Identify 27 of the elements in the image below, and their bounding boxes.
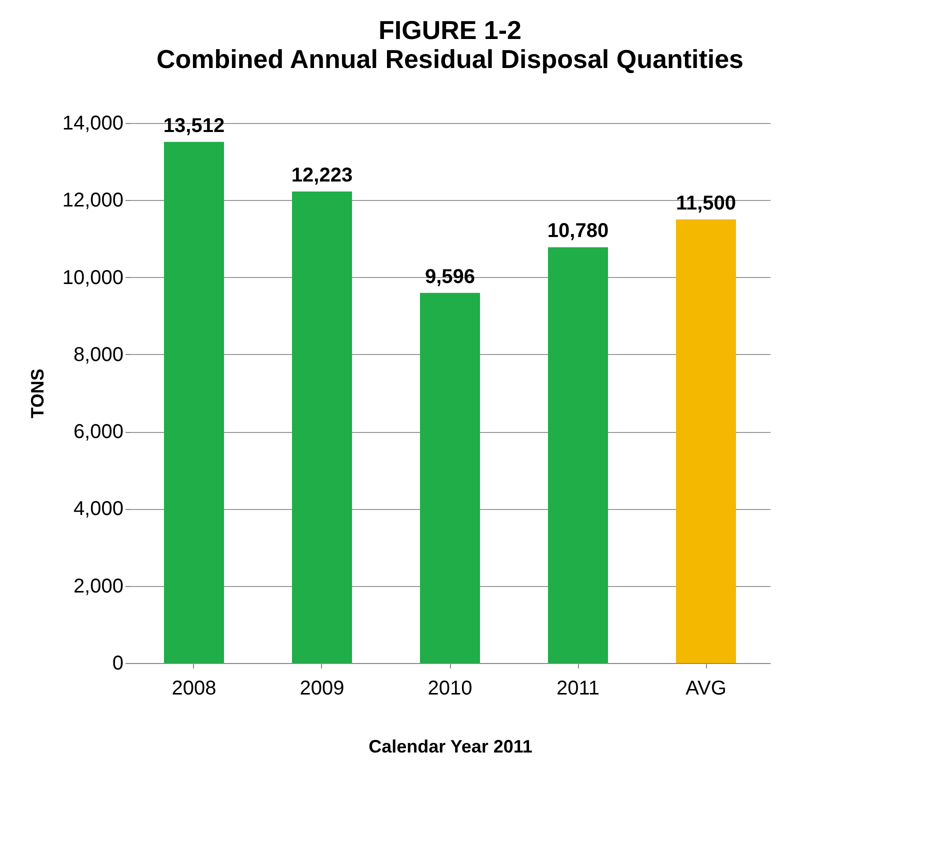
y-axis-title: TONS bbox=[27, 368, 48, 418]
y-tick-label: 0 bbox=[112, 652, 124, 674]
y-tick-label: 10,000 bbox=[62, 266, 124, 289]
data-label: 13,512 bbox=[163, 114, 225, 137]
chart-title: FIGURE 1-2 bbox=[378, 15, 522, 45]
chart-subtitle: Combined Annual Residual Disposal Quantities bbox=[156, 44, 744, 74]
data-label: 12,223 bbox=[291, 164, 353, 187]
data-label: 11,500 bbox=[676, 192, 736, 214]
bar bbox=[548, 247, 608, 663]
x-tick-label: 2011 bbox=[556, 678, 600, 700]
y-tick-label: 8,000 bbox=[73, 344, 124, 366]
x-tick-label: 2009 bbox=[300, 678, 344, 700]
data-label: 9,596 bbox=[424, 266, 476, 288]
x-tick-label: 2010 bbox=[428, 678, 472, 700]
bar bbox=[676, 219, 736, 663]
bar bbox=[164, 142, 224, 663]
x-tick-label: AVG bbox=[686, 678, 726, 700]
bar bbox=[292, 192, 352, 663]
y-tick-label: 6,000 bbox=[73, 421, 124, 444]
y-tick-label: 2,000 bbox=[73, 575, 124, 598]
y-tick-label: 12,000 bbox=[62, 190, 124, 212]
x-tick-label: 2008 bbox=[172, 678, 216, 700]
data-label: 10,780 bbox=[547, 220, 609, 242]
y-tick-label: 4,000 bbox=[73, 498, 124, 520]
y-tick-label: 14,000 bbox=[62, 112, 124, 134]
x-axis-title: Calendar Year 2011 bbox=[368, 736, 532, 756]
bar bbox=[420, 292, 480, 663]
